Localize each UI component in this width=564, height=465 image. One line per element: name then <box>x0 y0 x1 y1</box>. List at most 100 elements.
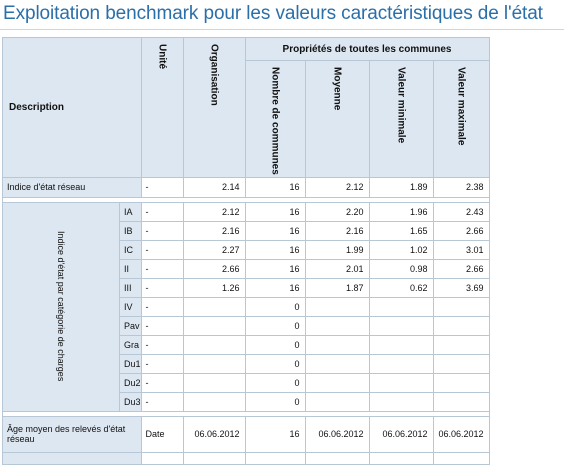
indice-nombre: 16 <box>244 176 306 198</box>
category-nombre: 16 <box>244 239 306 260</box>
category-unite: - <box>140 353 184 374</box>
category-max: 2.66 <box>432 258 490 279</box>
indice-min: 1.89 <box>368 176 434 198</box>
category-name: II <box>119 258 142 279</box>
table-row: Indice d'état par catégorie de charges I… <box>2 201 545 412</box>
category-moyenne: 1.87 <box>304 277 370 298</box>
category-unite: - <box>140 258 184 279</box>
category-min: 1.65 <box>368 220 434 241</box>
header-max: Valeur maximale <box>432 60 490 178</box>
category-unite: - <box>140 220 184 241</box>
table-row: Du1 - 0 <box>3 353 545 374</box>
indice-max: 2.38 <box>432 176 490 198</box>
indice-organisation: 2.14 <box>182 176 246 198</box>
age-nombre: 16 <box>244 415 306 453</box>
category-min <box>368 372 434 393</box>
category-min: 0.98 <box>368 258 434 279</box>
category-unite: - <box>140 201 184 222</box>
table-row: II - 2.66 16 2.01 0.98 2.66 <box>3 258 545 279</box>
category-nombre: 0 <box>244 372 306 393</box>
category-nombre: 16 <box>244 277 306 298</box>
category-max <box>432 315 490 336</box>
category-name: IC <box>119 239 142 260</box>
header-group: Propriétés de toutes les communes <box>244 37 490 61</box>
age-max: 06.06.2012 <box>432 415 490 453</box>
category-name: IA <box>119 201 142 222</box>
category-max: 2.43 <box>432 201 490 222</box>
category-nombre: 16 <box>244 258 306 279</box>
benchmark-table: Description Unité Organisation Propriété… <box>2 37 545 465</box>
age-label: Âge moyen des relevés d'état réseau <box>2 415 142 453</box>
category-moyenne <box>304 353 370 374</box>
category-unite: - <box>140 277 184 298</box>
table-row-end <box>2 451 545 465</box>
header-min-label: Valeur minimale <box>395 67 407 144</box>
category-organisation <box>182 353 246 374</box>
table-row: III - 1.26 16 1.87 0.62 3.69 <box>3 277 545 298</box>
category-group-text: Indice d'état par catégorie de charges <box>56 230 66 381</box>
category-group-label: Indice d'état par catégorie de charges <box>2 201 120 412</box>
category-min: 1.02 <box>368 239 434 260</box>
category-nombre: 16 <box>244 201 306 222</box>
header-organisation: Organisation <box>182 37 246 178</box>
category-organisation <box>182 391 246 412</box>
category-max: 3.69 <box>432 277 490 298</box>
category-name: Du3 <box>119 391 142 412</box>
category-organisation: 2.12 <box>182 201 246 222</box>
table-row: IC - 2.27 16 1.99 1.02 3.01 <box>3 239 545 260</box>
category-organisation: 2.27 <box>182 239 246 260</box>
category-moyenne <box>304 391 370 412</box>
header-moyenne: Moyenne <box>304 60 370 178</box>
category-name: Gra <box>119 334 142 355</box>
category-nombre: 0 <box>244 353 306 374</box>
category-max: 3.01 <box>432 239 490 260</box>
category-max <box>432 296 490 317</box>
header-max-label: Valeur maximale <box>455 67 467 146</box>
category-organisation <box>182 296 246 317</box>
category-nombre: 0 <box>244 315 306 336</box>
category-moyenne: 2.01 <box>304 258 370 279</box>
category-min <box>368 353 434 374</box>
category-min <box>368 296 434 317</box>
category-min: 1.96 <box>368 201 434 222</box>
category-moyenne <box>304 296 370 317</box>
category-organisation <box>182 372 246 393</box>
category-moyenne: 2.20 <box>304 201 370 222</box>
header-unite-label: Unité <box>156 44 168 69</box>
age-organisation: 06.06.2012 <box>182 415 246 453</box>
page-title: Exploitation benchmark pour les valeurs … <box>3 3 543 24</box>
category-nombre: 0 <box>244 391 306 412</box>
table-row: Du3 - 0 <box>3 391 545 412</box>
category-nombre: 0 <box>244 296 306 317</box>
table-row-age: Âge moyen des relevés d'état réseau Date… <box>2 415 545 453</box>
age-unite: Date <box>140 415 184 453</box>
category-unite: - <box>140 391 184 412</box>
category-organisation <box>182 315 246 336</box>
header-unite: Unité <box>140 37 184 178</box>
category-unite: - <box>140 315 184 336</box>
category-min <box>368 334 434 355</box>
category-moyenne <box>304 334 370 355</box>
category-unite: - <box>140 334 184 355</box>
table-row-indice: Indice d'état réseau - 2.14 16 2.12 1.89… <box>2 176 545 198</box>
category-organisation: 2.16 <box>182 220 246 241</box>
category-moyenne <box>304 315 370 336</box>
indice-unite: - <box>140 176 184 198</box>
category-organisation <box>182 334 246 355</box>
category-moyenne <box>304 372 370 393</box>
title-divider <box>0 29 564 30</box>
age-min: 06.06.2012 <box>368 415 434 453</box>
category-unite: - <box>140 372 184 393</box>
indice-moyenne: 2.12 <box>304 176 370 198</box>
category-max <box>432 353 490 374</box>
category-name: Du1 <box>119 353 142 374</box>
category-name: III <box>119 277 142 298</box>
category-unite: - <box>140 239 184 260</box>
category-min: 0.62 <box>368 277 434 298</box>
category-name: Pav <box>119 315 142 336</box>
category-nombre: 16 <box>244 220 306 241</box>
header-nombre: Nombre de communes <box>244 60 306 178</box>
header-nombre-label: Nombre de communes <box>269 67 281 175</box>
header-description: Description <box>2 37 142 178</box>
category-organisation: 1.26 <box>182 277 246 298</box>
